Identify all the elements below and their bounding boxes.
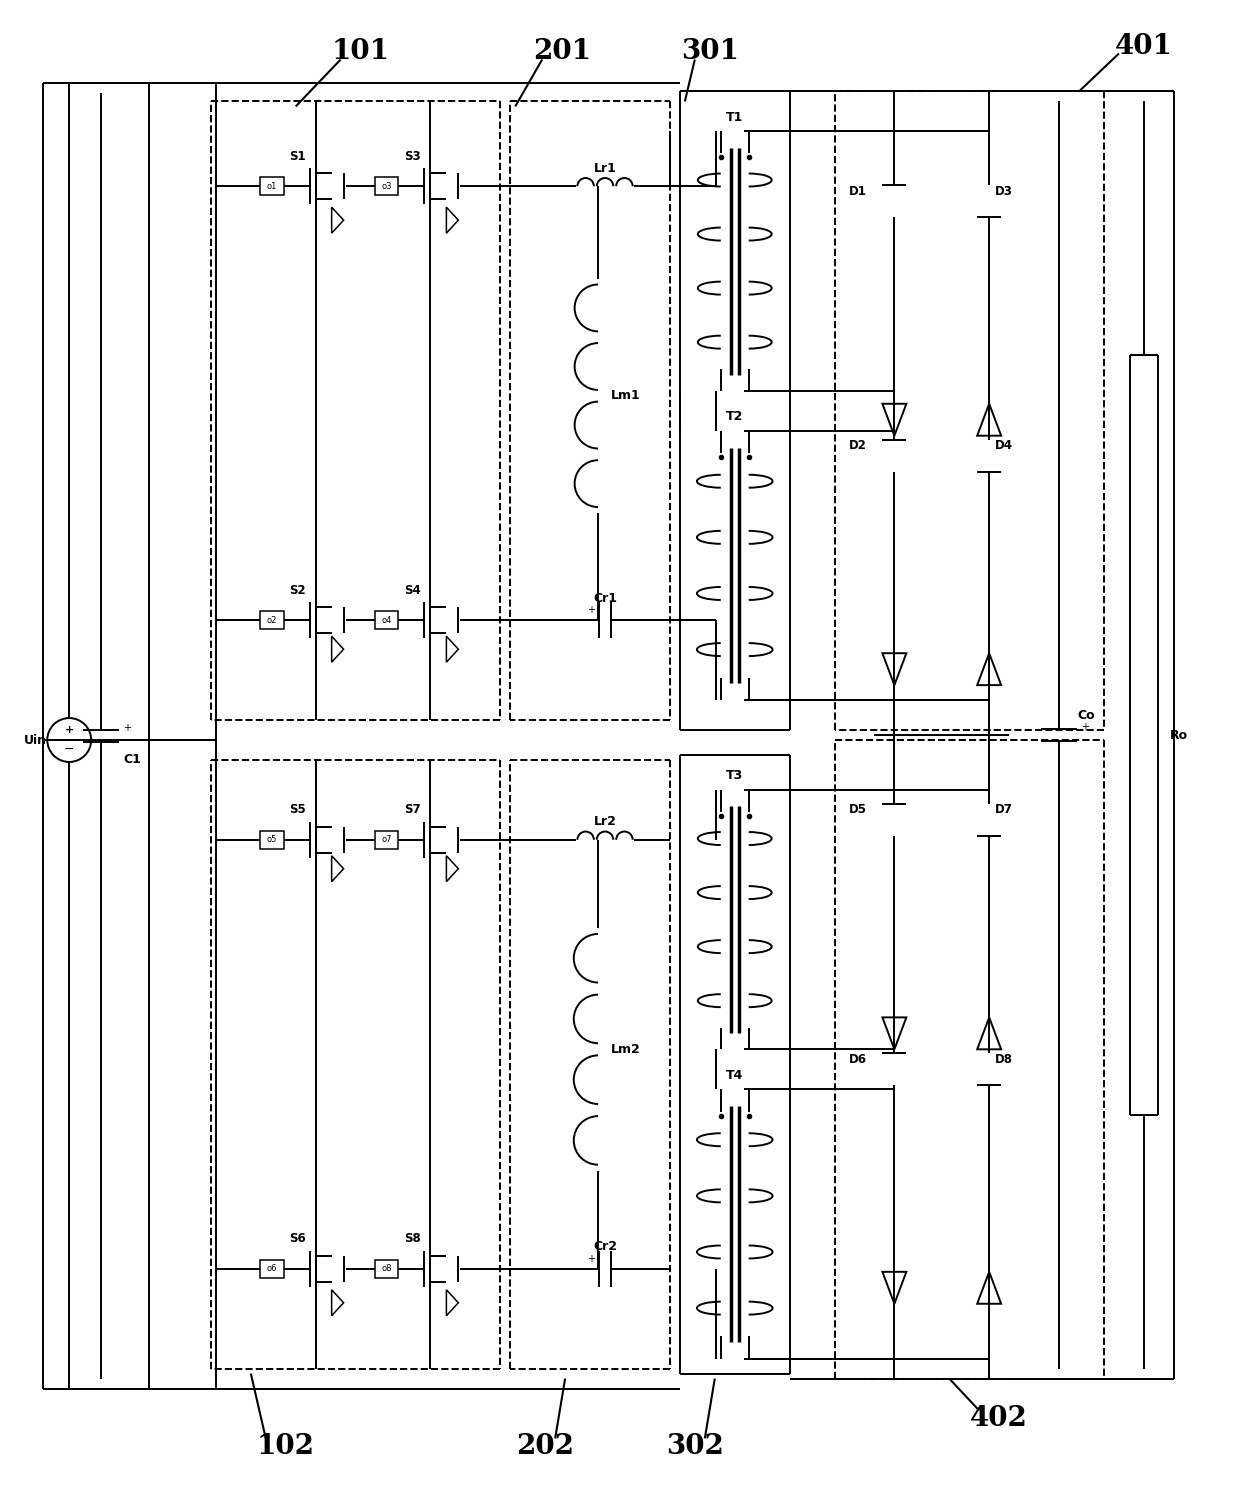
Text: D1: D1 (848, 185, 867, 198)
Text: T3: T3 (727, 770, 743, 782)
Text: 102: 102 (257, 1432, 315, 1459)
Text: Ro: Ro (1169, 728, 1188, 742)
Text: S4: S4 (404, 584, 420, 597)
Text: Lm1: Lm1 (611, 389, 641, 402)
Text: 401: 401 (1115, 33, 1173, 60)
Text: 402: 402 (970, 1406, 1028, 1432)
Text: 201: 201 (533, 39, 591, 66)
Text: D6: D6 (848, 1053, 867, 1066)
Text: Uin: Uin (25, 734, 47, 746)
Text: D5: D5 (848, 804, 867, 816)
Text: S3: S3 (404, 150, 420, 162)
Text: o4: o4 (382, 616, 392, 625)
Bar (374, 177, 398, 195)
Bar (260, 177, 284, 195)
Text: T2: T2 (727, 411, 744, 423)
Text: +: + (64, 725, 74, 736)
Text: +: + (1081, 722, 1089, 733)
Text: D7: D7 (996, 804, 1013, 816)
Text: D2: D2 (848, 439, 867, 453)
Bar (374, 831, 398, 849)
Text: Cr2: Cr2 (593, 1240, 618, 1254)
Text: o7: o7 (381, 835, 392, 844)
Bar (260, 612, 284, 630)
Text: S5: S5 (289, 804, 306, 816)
Bar (260, 1260, 284, 1278)
Text: T4: T4 (727, 1069, 744, 1081)
Text: C1: C1 (123, 753, 141, 767)
Text: S8: S8 (404, 1233, 420, 1245)
Text: o2: o2 (267, 616, 277, 625)
Text: o8: o8 (381, 1264, 392, 1273)
Text: S2: S2 (289, 584, 306, 597)
Text: +: + (587, 1254, 595, 1264)
Text: o6: o6 (267, 1264, 277, 1273)
Text: S6: S6 (289, 1233, 306, 1245)
Text: o5: o5 (267, 835, 277, 844)
Text: 202: 202 (516, 1432, 574, 1459)
Text: +: + (587, 606, 595, 615)
Text: o1: o1 (267, 182, 277, 191)
Text: Co: Co (1078, 709, 1095, 722)
Text: 101: 101 (331, 39, 389, 66)
Text: T1: T1 (727, 110, 744, 124)
Text: +: + (123, 724, 131, 733)
Text: D3: D3 (996, 185, 1013, 198)
Bar (260, 831, 284, 849)
Text: Cr1: Cr1 (593, 591, 618, 605)
Bar (374, 1260, 398, 1278)
Text: o3: o3 (381, 182, 392, 191)
Text: S1: S1 (289, 150, 306, 162)
Text: Lr1: Lr1 (594, 162, 616, 174)
Bar (374, 612, 398, 630)
Text: D8: D8 (996, 1053, 1013, 1066)
Text: −: − (64, 743, 74, 756)
Text: Lr2: Lr2 (594, 816, 616, 828)
Text: D4: D4 (996, 439, 1013, 453)
Text: S7: S7 (404, 804, 420, 816)
Text: 302: 302 (666, 1432, 724, 1459)
Text: 301: 301 (681, 39, 739, 66)
Text: Lm2: Lm2 (611, 1042, 641, 1056)
